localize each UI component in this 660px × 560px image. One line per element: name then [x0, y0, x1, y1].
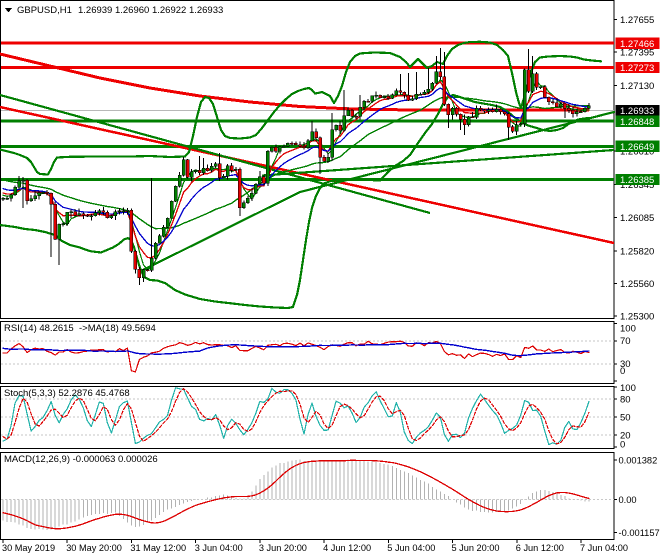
svg-text:1.26939 1.26960 1.26922 1.2693: 1.26939 1.26960 1.26922 1.26933	[78, 5, 223, 16]
svg-text:1.27655: 1.27655	[620, 15, 654, 26]
svg-text:30 May 20:00: 30 May 20:00	[66, 543, 122, 553]
svg-text:Stoch(5,3,3) 52.2876 45.4768: Stoch(5,3,3) 52.2876 45.4768	[4, 388, 130, 399]
svg-text:1.27130: 1.27130	[620, 81, 654, 92]
svg-text:0: 0	[620, 439, 625, 450]
svg-text:1.27395: 1.27395	[620, 48, 654, 59]
svg-text:5 Jun 20:00: 5 Jun 20:00	[452, 543, 500, 553]
svg-text:31 May 12:00: 31 May 12:00	[130, 543, 186, 553]
svg-text:MACD(12,26,9) -0.000063 0.0000: MACD(12,26,9) -0.000063 0.000026	[4, 454, 158, 465]
svg-text:30 May 2019: 30 May 2019	[2, 543, 55, 553]
svg-text:0: 0	[620, 366, 625, 377]
svg-text:5 Jun 04:00: 5 Jun 04:00	[387, 543, 435, 553]
svg-text:100: 100	[620, 324, 636, 335]
svg-text:0.00: 0.00	[619, 495, 637, 505]
svg-text:80: 80	[620, 394, 631, 405]
svg-text:1.26610: 1.26610	[620, 147, 654, 158]
svg-text:7 Jun 04:00: 7 Jun 04:00	[580, 543, 628, 553]
svg-text:1.25820: 1.25820	[620, 246, 654, 257]
svg-text:1.26385: 1.26385	[620, 175, 654, 186]
svg-text:1.26933: 1.26933	[620, 106, 654, 117]
svg-text:-0.001157: -0.001157	[619, 528, 660, 538]
svg-text:1.27273: 1.27273	[620, 63, 654, 74]
svg-text:3 Jun 04:00: 3 Jun 04:00	[195, 543, 243, 553]
svg-text:1.26848: 1.26848	[620, 117, 654, 128]
svg-text:20: 20	[620, 430, 631, 441]
svg-text:4 Jun 12:00: 4 Jun 12:00	[323, 543, 371, 553]
svg-text:1.25300: 1.25300	[620, 312, 654, 323]
svg-text:1.27466: 1.27466	[620, 39, 654, 50]
svg-text:100: 100	[620, 383, 636, 394]
svg-text:0.001382: 0.001382	[619, 455, 658, 465]
svg-text:30: 30	[620, 359, 631, 370]
svg-text:1.26649: 1.26649	[620, 142, 654, 153]
svg-text:RSI(14) 48.2615 ->MA(18) 49.5: RSI(14) 48.2615 ->MA(18) 49.5694	[4, 323, 156, 334]
svg-text:1.26345: 1.26345	[620, 180, 654, 191]
svg-text:1.26085: 1.26085	[620, 213, 654, 224]
svg-text:1.25560: 1.25560	[620, 279, 654, 290]
svg-text:6 Jun 12:00: 6 Jun 12:00	[516, 543, 564, 553]
svg-text:GBPUSD,H1: GBPUSD,H1	[17, 5, 72, 16]
svg-text:70: 70	[620, 336, 631, 347]
svg-text:50: 50	[620, 412, 631, 423]
svg-text:3 Jun 20:00: 3 Jun 20:00	[259, 543, 307, 553]
